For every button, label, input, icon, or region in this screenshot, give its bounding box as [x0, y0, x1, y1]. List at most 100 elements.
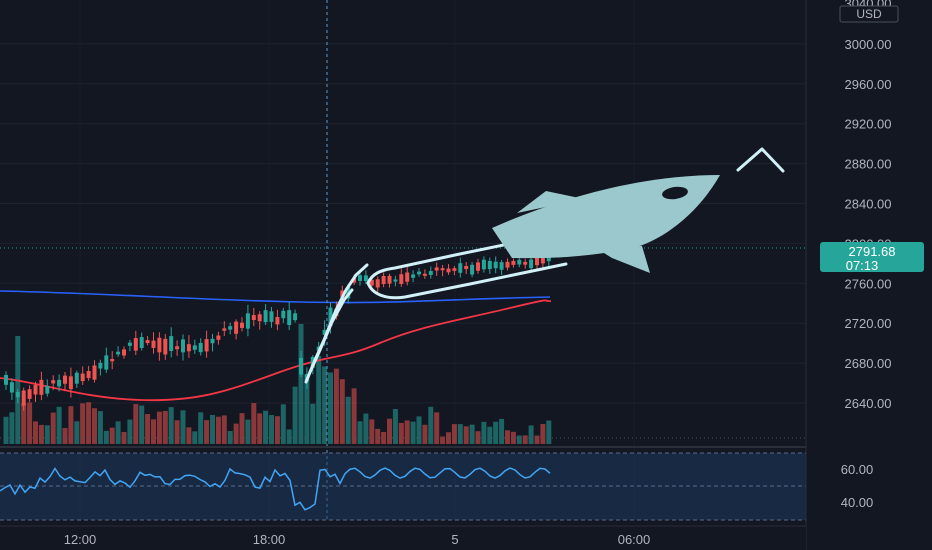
candle-body	[133, 338, 138, 351]
candle-body	[411, 274, 416, 278]
moving-average-slow	[0, 290, 551, 304]
volume-bar	[463, 426, 469, 444]
volume-bar	[328, 372, 333, 444]
price-gridlines	[0, 43, 806, 404]
candle-body	[381, 275, 386, 285]
candle-body	[228, 326, 233, 330]
volume-bar	[233, 423, 239, 444]
volume-bar	[522, 435, 528, 444]
candle-body	[33, 384, 38, 395]
oscillator-line	[0, 467, 551, 511]
volume-bar	[210, 414, 215, 444]
candle-body	[240, 322, 244, 328]
candle-body	[511, 260, 516, 265]
volume-bar	[103, 430, 109, 444]
volume-bar	[92, 408, 97, 444]
price-tick-label: 2880.00	[845, 157, 892, 172]
price-tick-label: 2720.00	[845, 316, 892, 331]
volume-bar	[298, 324, 304, 444]
volume-bar	[80, 403, 86, 444]
volume-bar	[162, 410, 168, 444]
volume-bar	[363, 413, 369, 444]
candle-body	[74, 372, 79, 384]
candle-body	[393, 279, 398, 282]
price-scale-area[interactable]	[806, 0, 932, 550]
drawn-flag-upper-line	[366, 240, 520, 285]
volume-bar	[369, 419, 375, 444]
candle-body	[340, 290, 345, 297]
currency-badge[interactable]	[839, 5, 899, 23]
volume-bar	[215, 416, 221, 444]
volume-bar	[345, 396, 351, 444]
candle-body	[222, 328, 227, 331]
time-label-1200: 12:00	[64, 532, 97, 547]
candle-body	[116, 351, 121, 355]
volume-bar	[292, 386, 298, 444]
volume-bar	[68, 406, 74, 444]
time-axis-area[interactable]	[0, 526, 806, 550]
candle-body	[39, 379, 44, 395]
volume-bar	[245, 419, 251, 444]
candle-body	[535, 255, 539, 266]
candle-body	[487, 260, 492, 270]
candle-body	[204, 339, 209, 352]
volume-bar	[221, 415, 227, 444]
candle-body	[540, 256, 545, 264]
candle-body	[169, 336, 174, 351]
candle-body	[263, 310, 268, 323]
candle-body	[139, 337, 144, 349]
candle-body	[481, 259, 486, 270]
candle-body	[110, 358, 115, 362]
candle-body	[369, 279, 374, 286]
candle-body	[281, 310, 286, 319]
volume-bar	[357, 421, 363, 444]
candle-body	[157, 337, 162, 353]
candle-body	[251, 315, 256, 321]
candle-body	[493, 261, 498, 269]
volume-bar	[115, 421, 121, 444]
price-tick-label: 2920.00	[845, 117, 892, 132]
candle-body	[245, 313, 250, 329]
drawn-caret-up	[736, 147, 785, 173]
volume-bar	[398, 422, 404, 444]
candle-body	[529, 259, 534, 269]
candle-body	[27, 389, 32, 399]
volume-bar	[451, 424, 457, 444]
candle-body	[234, 321, 239, 334]
volume-bar	[404, 420, 410, 444]
candle-body	[45, 385, 50, 394]
candle-body	[322, 329, 327, 335]
current-price-badge: 2791.68 07:13	[820, 242, 924, 273]
price-tick-label: 2680.00	[845, 356, 892, 371]
volume-bar	[145, 413, 151, 444]
volume-bar	[139, 405, 145, 444]
candle-body	[328, 307, 333, 327]
candle-body	[98, 362, 103, 369]
time-label-1800: 18:00	[253, 532, 286, 547]
candle-body	[151, 340, 156, 348]
candle-body	[452, 268, 457, 271]
moving-average-fast	[0, 299, 552, 402]
candle-body	[192, 345, 197, 350]
volume-bar	[204, 420, 210, 444]
price-tick-label: 2640.00	[845, 396, 892, 411]
candle-body	[21, 390, 26, 406]
volume-bar	[339, 379, 345, 444]
volume-bar	[257, 413, 263, 444]
volume-bar	[375, 428, 381, 444]
volume-bar	[434, 412, 440, 444]
volume-bar	[487, 426, 493, 444]
volume-bar	[351, 388, 357, 444]
candle-body	[505, 261, 510, 268]
volume-bar	[62, 428, 68, 444]
candle-body	[405, 272, 410, 282]
volume-bar	[440, 436, 446, 444]
candle-body	[216, 335, 221, 340]
oscillator-tick-40: 40.00	[841, 495, 874, 510]
volume-bar	[227, 431, 233, 444]
candle-body	[175, 346, 180, 350]
drawn-annotations	[304, 147, 785, 384]
candle-body	[51, 380, 56, 384]
candle-body	[517, 259, 522, 265]
